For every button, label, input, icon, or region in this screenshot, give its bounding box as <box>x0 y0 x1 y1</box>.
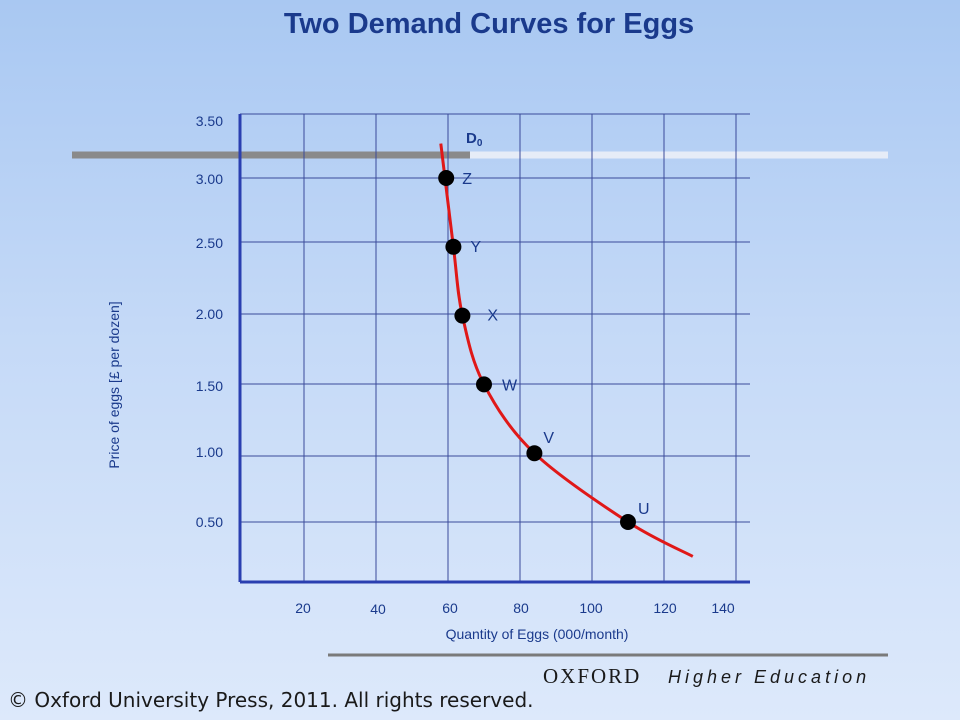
y-tick-2.50: 2.50 <box>196 235 223 251</box>
x-axis-label: Quantity of Eggs (000/month) <box>446 626 629 642</box>
point-v <box>526 445 543 462</box>
copyright-notice: © Oxford University Press, 2011. All rig… <box>8 688 534 712</box>
y-tick-labels: 3.50 3.00 2.50 2.00 1.50 1.00 0.50 <box>196 113 223 530</box>
x-tick-100: 100 <box>579 600 603 616</box>
demand-points: Z Y X W V U <box>438 170 650 530</box>
x-tick-120: 120 <box>653 600 677 616</box>
point-label-u: U <box>638 501 650 518</box>
y-tick-1.00: 1.00 <box>196 444 223 460</box>
x-tick-20: 20 <box>295 600 311 616</box>
point-label-x: X <box>487 308 498 325</box>
x-tick-140: 140 <box>711 600 735 616</box>
demand-curve-d0 <box>439 143 694 558</box>
grid-lines <box>240 113 750 582</box>
point-x <box>454 307 471 324</box>
x-tick-80: 80 <box>513 600 529 616</box>
point-label-w: W <box>502 377 518 394</box>
y-tick-3.50: 3.50 <box>196 113 223 129</box>
slide-title: Two Demand Curves for Eggs <box>283 8 695 40</box>
brand-subtitle: Higher Education <box>668 667 871 687</box>
x-tick-60: 60 <box>442 600 458 616</box>
point-label-z: Z <box>462 171 472 188</box>
series-label-sub: 0 <box>477 138 483 149</box>
series-label-d0: D0 <box>466 130 483 149</box>
brand-name: OXFORD <box>543 664 642 688</box>
x-tick-labels: 20 40 60 80 100 120 140 <box>295 600 735 617</box>
y-axis-label: Price of eggs [£ per dozen] <box>106 301 122 468</box>
series-label-main: D <box>466 130 477 147</box>
point-z <box>438 170 455 186</box>
point-u <box>620 514 636 530</box>
y-tick-1.50: 1.50 <box>196 378 223 394</box>
x-tick-40: 40 <box>370 601 386 617</box>
y-tick-0.50: 0.50 <box>196 514 223 530</box>
point-label-v: V <box>543 430 554 447</box>
point-y <box>445 238 462 255</box>
y-tick-3.00: 3.00 <box>196 171 223 187</box>
y-tick-2.00: 2.00 <box>196 306 223 322</box>
point-w <box>476 376 492 393</box>
point-label-y: Y <box>470 239 481 256</box>
